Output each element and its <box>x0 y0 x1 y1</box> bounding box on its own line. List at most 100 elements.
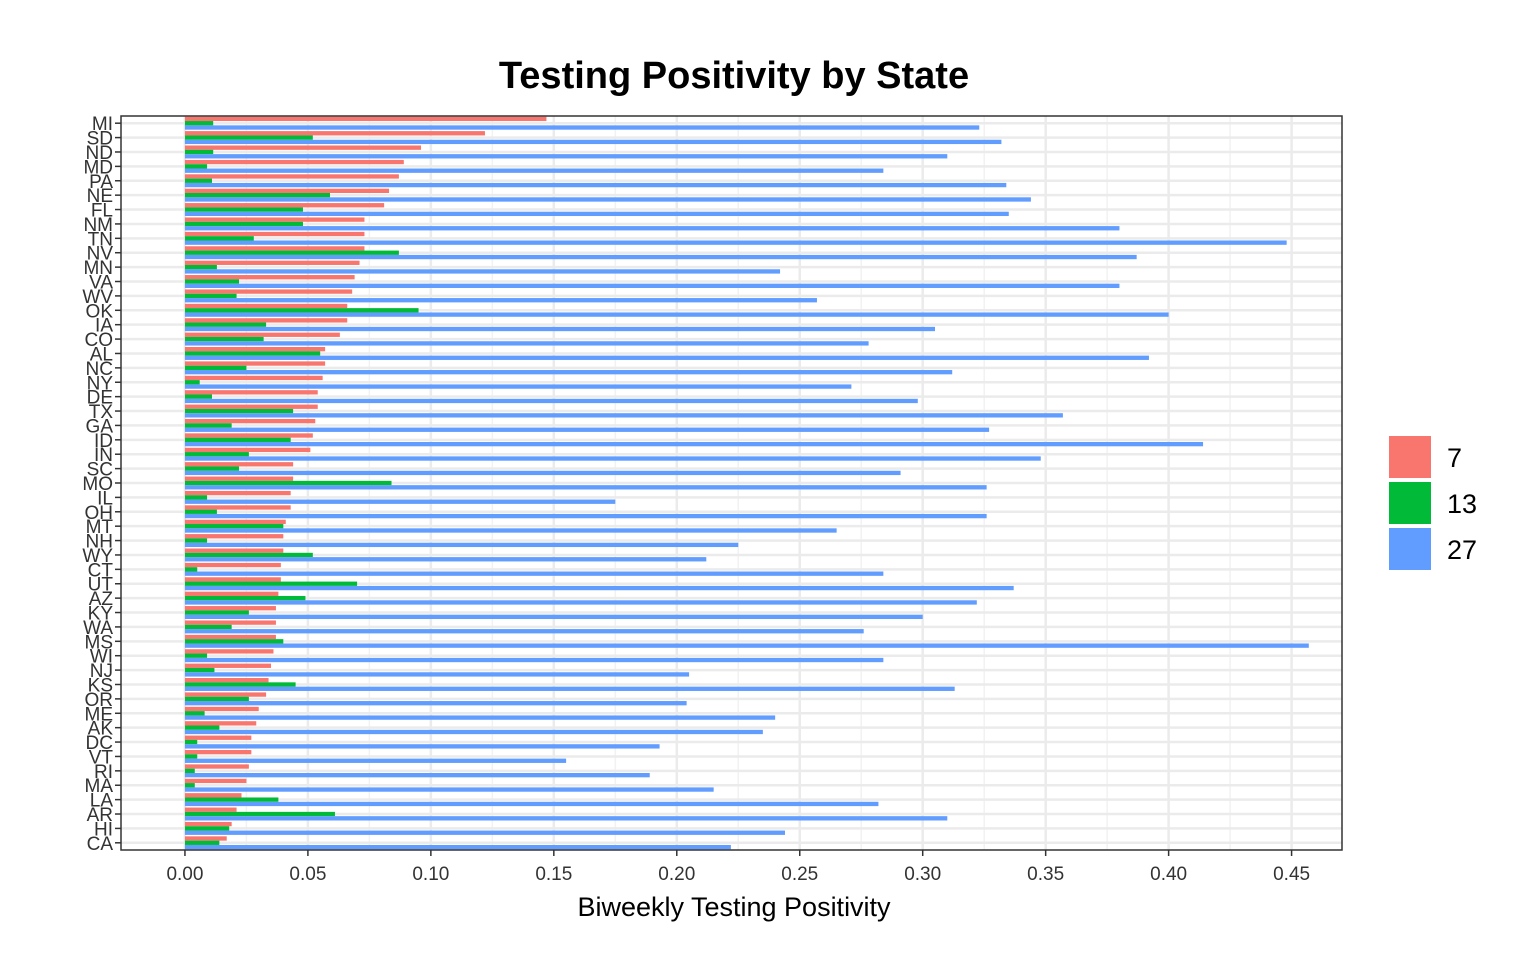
bar-7-HI <box>184 821 232 827</box>
bar-13-TN <box>184 236 254 241</box>
bar-27-MN <box>184 269 781 274</box>
y-tick-label: NE <box>87 186 113 207</box>
bar-13-WA <box>184 624 232 630</box>
legend-label-27: 27 <box>1447 535 1477 565</box>
bar-7-NY <box>184 375 323 381</box>
x-tick-label: 0.35 <box>1027 864 1064 885</box>
y-tick-label: MN <box>83 258 113 279</box>
bar-27-IA <box>184 326 935 332</box>
bar-27-NV <box>184 254 1137 260</box>
bar-7-AR <box>184 807 237 812</box>
bar-13-NE <box>184 192 331 198</box>
bar-7-UT <box>184 577 281 582</box>
y-tick-label: SD <box>87 129 113 150</box>
bar-7-MA <box>184 778 247 784</box>
bar-27-AK <box>184 729 763 735</box>
bar-13-CO <box>184 336 264 342</box>
bar-27-OK <box>184 312 1169 317</box>
y-tick-label: MI <box>92 114 113 135</box>
bar-13-AR <box>184 811 335 817</box>
bar-27-OH <box>184 513 987 519</box>
y-tick-label: AL <box>90 344 113 365</box>
y-tick-label: ME <box>85 704 114 725</box>
bar-27-WV <box>184 298 817 303</box>
bar-27-MS <box>184 643 1309 648</box>
bar-7-GA <box>184 418 316 424</box>
y-tick-label: VA <box>89 273 113 294</box>
bar-7-IL <box>184 490 291 496</box>
bar-7-NC <box>184 361 326 366</box>
bar-13-IN <box>184 452 249 457</box>
y-tick-label: NJ <box>90 661 113 682</box>
x-tick-label: 0.00 <box>166 864 203 885</box>
y-axis: MISDNDMDPANEFLNMTNNVMNVAWVOKIACOALNCNYDE… <box>82 114 121 855</box>
bar-13-FL <box>184 207 303 212</box>
bar-13-WI <box>184 653 208 658</box>
bar-13-DE <box>184 394 212 399</box>
bar-27-MI <box>184 125 980 130</box>
y-tick-label: KY <box>88 604 114 625</box>
bar-13-RI <box>184 768 195 774</box>
bar-27-ME <box>184 715 776 720</box>
bar-27-FL <box>184 211 1009 217</box>
bar-13-HI <box>184 826 230 831</box>
bar-7-ND <box>184 145 422 150</box>
bar-27-LA <box>184 801 879 807</box>
y-tick-label: ND <box>86 143 113 164</box>
bar-27-SD <box>184 139 1002 145</box>
legend-key-13 <box>1389 482 1431 524</box>
y-tick-label: TX <box>89 402 114 423</box>
bar-7-ME <box>184 706 259 712</box>
bar-13-MI <box>184 121 214 126</box>
y-tick-label: VT <box>89 747 114 768</box>
bar-27-NJ <box>184 672 690 677</box>
y-tick-label: WI <box>90 647 113 668</box>
bar-13-KS <box>184 682 296 687</box>
x-tick-label: 0.45 <box>1273 864 1310 885</box>
y-tick-label: AR <box>87 805 113 826</box>
y-tick-label: AZ <box>89 589 114 610</box>
bar-13-MT <box>184 524 284 529</box>
bar-7-ID <box>184 433 313 438</box>
y-tick-label: WV <box>82 287 113 308</box>
bar-7-PA <box>184 174 399 179</box>
bar-13-NV <box>184 250 399 255</box>
bar-27-TN <box>184 240 1287 245</box>
bar-27-TX <box>184 413 1063 418</box>
legend-key-27 <box>1389 528 1431 570</box>
x-tick-label: 0.20 <box>658 864 695 885</box>
bar-13-CT <box>184 567 198 572</box>
y-tick-label: OK <box>86 301 114 322</box>
x-tick-label: 0.10 <box>412 864 449 885</box>
y-tick-label: ID <box>94 431 113 452</box>
bar-13-OR <box>184 696 249 702</box>
bar-13-AK <box>184 725 220 730</box>
y-tick-label: KS <box>88 675 113 696</box>
bar-27-DC <box>184 744 660 749</box>
bar-27-AZ <box>184 600 977 605</box>
bar-27-WA <box>184 629 864 634</box>
bar-27-SC <box>184 470 901 476</box>
bar-27-HI <box>184 830 785 835</box>
bar-13-SC <box>184 466 240 471</box>
bar-7-CO <box>184 332 340 337</box>
y-tick-label: UT <box>88 575 114 596</box>
bar-27-CO <box>184 341 869 346</box>
bar-13-ME <box>184 711 205 716</box>
legend-label-13: 13 <box>1447 489 1477 519</box>
bar-27-MO <box>184 485 987 490</box>
bar-13-ND <box>184 149 214 155</box>
bar-7-KY <box>184 606 276 611</box>
y-tick-label: GA <box>86 416 114 437</box>
bar-7-AZ <box>184 591 279 596</box>
bar-13-KY <box>184 610 249 615</box>
bar-7-AL <box>184 346 326 352</box>
bar-27-MA <box>184 787 714 792</box>
bar-13-CA <box>184 840 220 845</box>
bar-7-TN <box>184 231 365 237</box>
x-axis: 0.00 0.05 0.10 0.15 0.20 0.25 0.30 0.35 0.40 0.45 <box>166 850 1310 885</box>
bar-13-IA <box>184 322 267 327</box>
bar-7-MS <box>184 634 276 640</box>
bar-7-VA <box>184 275 355 280</box>
y-tick-label: FL <box>91 201 113 222</box>
